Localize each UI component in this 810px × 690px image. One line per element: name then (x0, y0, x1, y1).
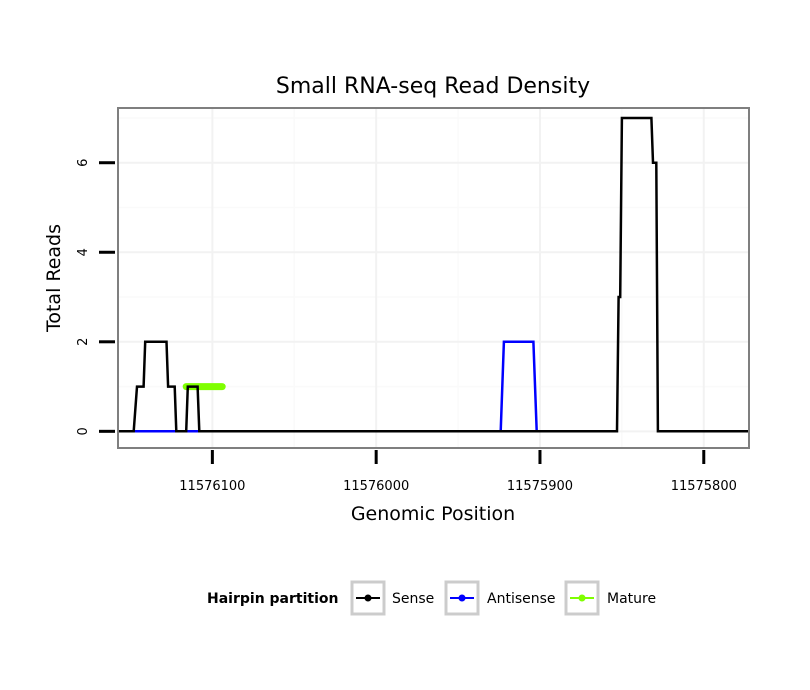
y-tick-label: 6 (76, 159, 91, 167)
x-axis: 11576100 11576000 11575900 11575800 (179, 450, 737, 494)
legend-title: Hairpin partition (207, 591, 338, 607)
y-tick-label: 2 (76, 338, 91, 346)
legend-label-sense: Sense (392, 591, 434, 607)
legend-key-point (578, 594, 586, 602)
legend-key-point (458, 594, 466, 602)
x-tick-label: 11575900 (507, 479, 573, 494)
grid (119, 109, 748, 447)
y-axis-label: Total Reads (43, 224, 65, 333)
y-tick-label: 0 (76, 427, 91, 435)
x-axis-label: Genomic Position (351, 503, 515, 525)
legend: Hairpin partition Sense Antisense Mature (207, 580, 656, 616)
y-axis: 0 2 4 6 (76, 159, 115, 435)
series-line-sense (119, 116, 748, 433)
x-tick-label: 11576000 (343, 479, 409, 494)
plot-panel-border (117, 107, 750, 449)
x-tick-label: 11575800 (671, 479, 737, 494)
chart-title: Small RNA-seq Read Density (276, 74, 590, 99)
series-layer (119, 116, 748, 433)
legend-label-antisense: Antisense (487, 591, 556, 607)
legend-label-mature: Mature (607, 591, 656, 607)
y-tick-label: 4 (76, 248, 91, 256)
x-tick-label: 11576100 (179, 479, 245, 494)
legend-key-point (364, 594, 372, 602)
